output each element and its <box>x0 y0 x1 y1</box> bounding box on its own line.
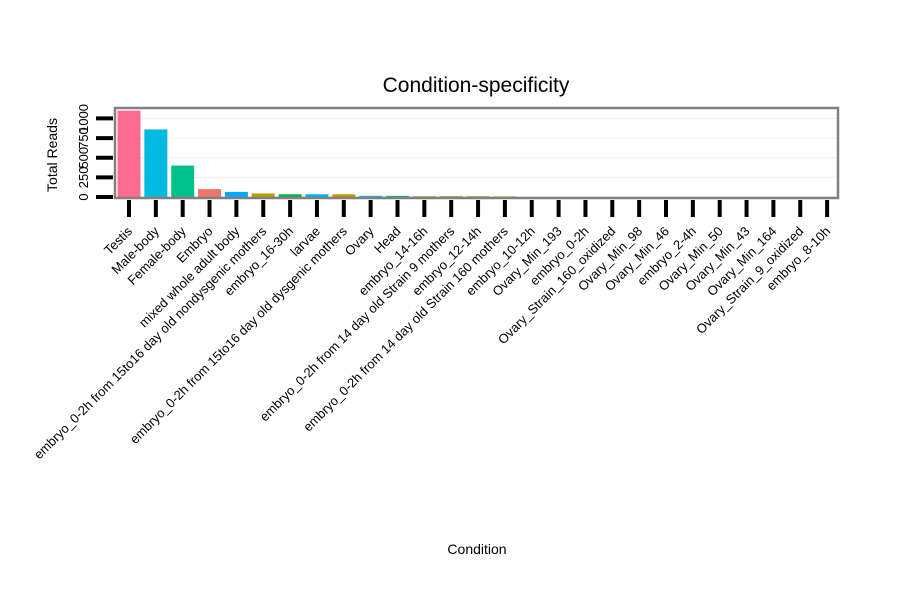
bar-2 <box>171 165 195 197</box>
bar-12 <box>439 196 463 198</box>
bar-10 <box>386 195 409 197</box>
y-tick-label: 750 <box>76 127 91 149</box>
grid-lines <box>116 117 837 198</box>
bar-3 <box>198 189 222 197</box>
bar-6 <box>278 194 302 197</box>
bar-9 <box>359 195 383 197</box>
plot-panel-border <box>113 106 840 200</box>
bar-11 <box>412 196 436 198</box>
y-tick-label: 1000 <box>76 104 91 133</box>
y-axis-title: Total Reads <box>44 118 60 192</box>
y-tick-label: 250 <box>76 167 91 189</box>
bar-8 <box>332 194 356 197</box>
bar-7 <box>305 194 329 197</box>
y-tick-label: 500 <box>76 147 91 169</box>
bar-group <box>117 110 517 198</box>
bar-13 <box>466 196 490 198</box>
bar-5 <box>251 193 275 197</box>
bar-0 <box>117 110 141 197</box>
x-tick-label: Ovary <box>342 223 377 258</box>
chart-title: Condition-specificity <box>383 74 570 97</box>
x-axis-title: Condition <box>447 541 506 557</box>
bar-1 <box>144 129 168 197</box>
y-tick-label: 0 <box>76 193 91 200</box>
bar-4 <box>224 191 248 197</box>
